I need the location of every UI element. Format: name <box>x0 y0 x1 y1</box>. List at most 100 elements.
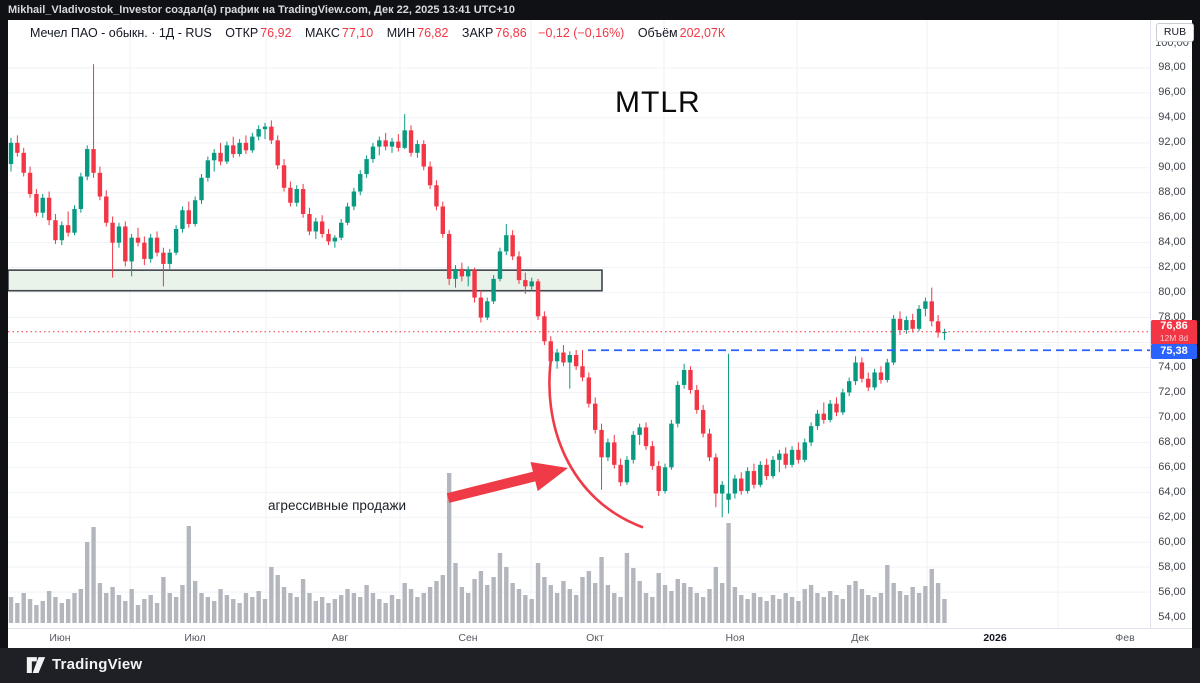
price-tick-label: 64,00 <box>1158 485 1186 498</box>
volume-bar <box>542 577 547 623</box>
volume-bar <box>85 542 90 623</box>
last-price-badge: 76,86 12М 8d <box>1151 320 1197 345</box>
price-tick-label: 86,00 <box>1158 211 1186 224</box>
volume-bar <box>15 603 20 623</box>
candle-body <box>859 362 865 379</box>
change-value: −0,12 (−0,16%) <box>538 26 625 40</box>
candle-body <box>396 141 401 148</box>
candle-body <box>262 126 268 130</box>
candle-body <box>8 142 14 165</box>
candle-body <box>421 144 426 167</box>
volume-bar <box>332 599 338 623</box>
candle-body <box>478 297 484 318</box>
candle-body <box>535 281 541 317</box>
volume-bar <box>148 595 153 623</box>
volume-bar <box>358 597 363 623</box>
high-label: МАКС <box>305 26 340 40</box>
volume-bar <box>758 597 763 623</box>
volume-bar <box>27 599 33 623</box>
volume-bar <box>643 593 649 623</box>
candle-body <box>446 233 452 279</box>
volume-bar <box>237 603 242 623</box>
candle-body <box>650 446 655 467</box>
price-tick-label: 92,00 <box>1158 136 1186 149</box>
candle-body <box>85 149 90 177</box>
price-tick-label: 72,00 <box>1158 385 1186 398</box>
volume-bar <box>116 595 122 623</box>
tradingview-brand-text[interactable]: TradingView <box>52 656 143 673</box>
candle-body <box>656 466 661 492</box>
volume-bar <box>370 593 376 623</box>
volume-bar <box>269 567 274 623</box>
candle-body <box>237 142 242 155</box>
volume-bar <box>491 577 496 623</box>
price-tick-label: 68,00 <box>1158 435 1186 448</box>
volume-bar <box>97 583 103 623</box>
symbol-title[interactable]: Мечел ПАО - обыкн. · 1Д - RUS <box>30 26 212 40</box>
tradingview-logo-icon[interactable] <box>26 656 46 675</box>
candle-body <box>415 144 420 153</box>
month-tick-label: Ноя <box>725 632 745 644</box>
volume-bar <box>421 593 426 623</box>
candle-body <box>777 453 782 460</box>
candle-body <box>434 185 439 207</box>
low-value: 76,82 <box>417 26 449 40</box>
candle-body <box>885 362 890 380</box>
candle-body <box>192 200 198 224</box>
volume-bar <box>586 571 592 623</box>
price-tick-label: 84,00 <box>1158 236 1186 249</box>
candle-body <box>770 459 776 477</box>
candle-body <box>504 235 509 252</box>
volume-bar <box>605 585 611 623</box>
candle-body <box>681 369 687 385</box>
chart-sheet <box>8 20 1192 648</box>
volume-bar <box>707 589 712 623</box>
candle-body <box>821 413 826 420</box>
volume-bar <box>485 585 490 623</box>
volume-bar <box>364 585 369 623</box>
volume-bar <box>167 593 172 623</box>
candle-body <box>827 403 833 420</box>
volume-bar <box>732 587 738 623</box>
bar-countdown: 12М 8d <box>1159 333 1189 343</box>
volume-bar <box>65 599 71 623</box>
currency-chip[interactable]: RUB <box>1156 23 1194 42</box>
candle-body <box>643 427 649 447</box>
candle-body <box>789 449 795 465</box>
candle-body <box>726 493 731 500</box>
volume-bar <box>78 589 84 623</box>
price-tick-label: 98,00 <box>1158 61 1186 74</box>
volume-bar <box>834 595 839 623</box>
volume-bar <box>294 597 299 623</box>
candle-body <box>173 228 179 253</box>
volume-value: 202,07К <box>679 26 726 40</box>
volume-bar <box>46 591 52 623</box>
candle-body <box>554 352 560 362</box>
volume-bar <box>631 568 636 623</box>
candle-body <box>72 208 77 233</box>
candle-body <box>269 126 274 141</box>
candle-body <box>853 362 858 382</box>
volume-bar <box>142 599 147 623</box>
volume-bar <box>796 601 801 623</box>
volume-bar <box>440 575 445 623</box>
candle-body <box>288 187 293 203</box>
candle-body <box>440 206 445 234</box>
candle-body <box>808 426 814 443</box>
price-tick-label: 54,00 <box>1158 610 1186 623</box>
time-axis[interactable]: Июн Июл Авг Сен Окт Ноя Дек 2026 Фев <box>8 628 1192 649</box>
volume-bar <box>478 571 484 623</box>
volume-bar <box>897 591 903 623</box>
volume-bar <box>935 583 941 623</box>
candle-body <box>34 194 39 213</box>
month-tick-label: Фев <box>1115 632 1135 644</box>
volume-bar <box>281 587 287 623</box>
candle-body <box>866 378 871 388</box>
volume-bar <box>504 567 509 623</box>
candle-body <box>586 377 592 404</box>
volume-bar <box>123 601 128 623</box>
price-tick-label: 88,00 <box>1158 186 1186 199</box>
price-tick-label: 74,00 <box>1158 360 1186 373</box>
candle-body <box>294 189 299 203</box>
